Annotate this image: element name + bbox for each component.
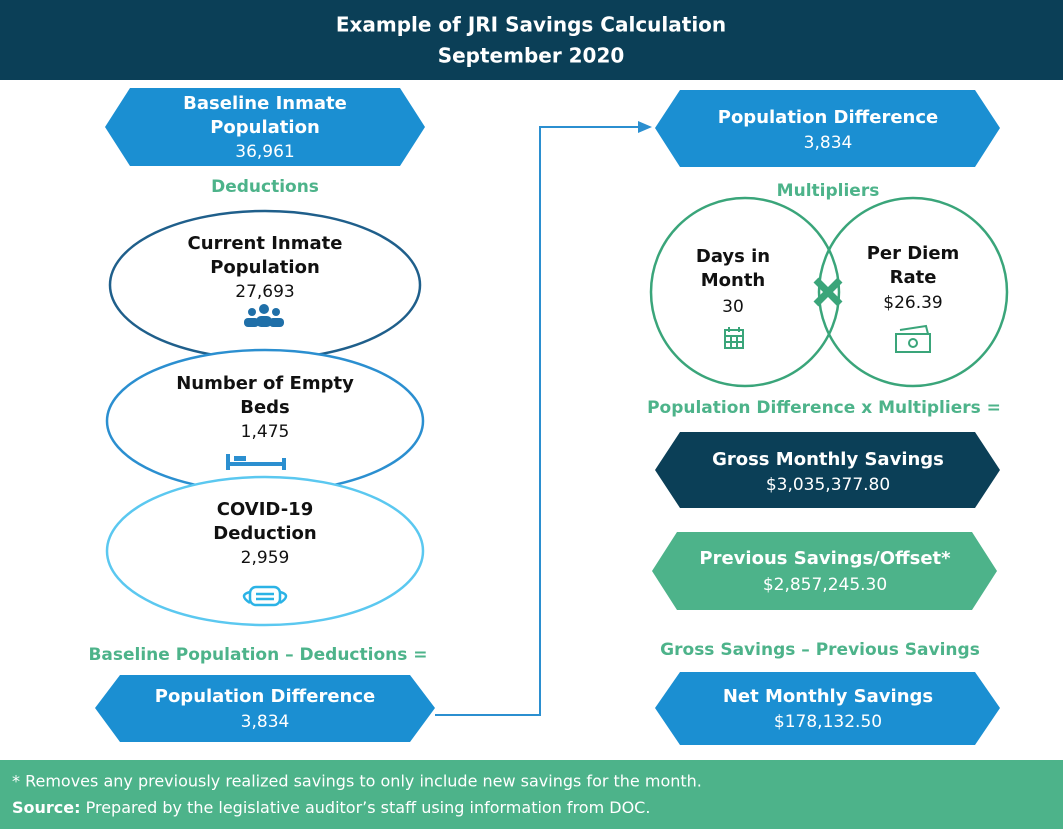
equation: Gross Savings – Previous Savings	[660, 640, 980, 660]
result-hexagon	[95, 675, 435, 742]
net-hexagon	[655, 672, 1000, 745]
gross-value: $3,035,377.80	[766, 475, 890, 495]
header-band	[0, 0, 1063, 80]
result-label: Population Difference	[155, 686, 375, 707]
multiplier-value: $26.39	[883, 293, 942, 313]
deduction-ellipse	[105, 348, 425, 494]
source-label: Source:	[12, 798, 81, 817]
deduction-ellipse	[105, 475, 425, 627]
arrow-head	[638, 121, 652, 133]
deduction-value: 1,475	[241, 422, 290, 442]
title: Example of JRI Savings Calculation	[336, 13, 726, 37]
source-text: Prepared by the legislative auditor’s st…	[81, 798, 651, 817]
baseline-value: 36,961	[235, 142, 294, 162]
footnote: * Removes any previously realized saving…	[12, 772, 702, 791]
source: Source: Prepared by the legislative audi…	[12, 798, 650, 817]
result-value: 3,834	[804, 133, 853, 153]
subtitle: September 2020	[438, 44, 625, 68]
result-label: Population Difference	[718, 107, 938, 128]
baseline-label: Baseline Inmate	[183, 93, 347, 114]
baseline-label: Population	[210, 117, 320, 138]
calendar-icon	[724, 327, 744, 349]
bed-icon	[226, 454, 286, 470]
multiplier-circle	[649, 196, 841, 388]
multiplier-label: Per Diem	[867, 243, 960, 264]
deduction-label: Beds	[240, 397, 290, 418]
deduction-value: 2,959	[241, 548, 290, 568]
result-hexagon	[655, 90, 1000, 167]
multiplier-label: Month	[701, 270, 766, 291]
multipliers-heading: Multipliers	[777, 181, 880, 201]
previous-hexagon	[652, 532, 997, 610]
multiplier-label: Rate	[890, 267, 937, 288]
multiply-sign	[813, 277, 843, 307]
result-value: 3,834	[241, 712, 290, 732]
gross-label: Gross Monthly Savings	[712, 449, 944, 470]
multiplier-label: Days in	[696, 246, 770, 267]
multiplier-circle	[817, 196, 1009, 388]
deduction-label: Number of Empty	[176, 373, 354, 394]
connector	[435, 126, 640, 716]
footer-band	[0, 760, 1063, 829]
deduction-label: Deduction	[213, 523, 316, 544]
deduction-label: Population	[210, 257, 320, 278]
people-icon	[244, 304, 284, 327]
equation: Baseline Population – Deductions =	[88, 645, 427, 665]
previous-value: $2,857,245.30	[763, 575, 887, 595]
deduction-label: Current Inmate	[188, 233, 343, 254]
equation: Population Difference x Multipliers =	[647, 398, 1001, 418]
deductions-heading: Deductions	[211, 177, 319, 197]
gross-hexagon	[655, 432, 1000, 508]
baseline-hexagon	[105, 88, 425, 166]
net-value: $178,132.50	[774, 712, 882, 732]
net-label: Net Monthly Savings	[723, 686, 933, 707]
deduction-value: 27,693	[235, 282, 294, 302]
deduction-label: COVID-19	[217, 499, 313, 520]
money-icon	[895, 324, 931, 353]
previous-label: Previous Savings/Offset*	[699, 548, 951, 569]
multiplier-value: 30	[722, 297, 744, 317]
mask-icon	[242, 585, 288, 607]
